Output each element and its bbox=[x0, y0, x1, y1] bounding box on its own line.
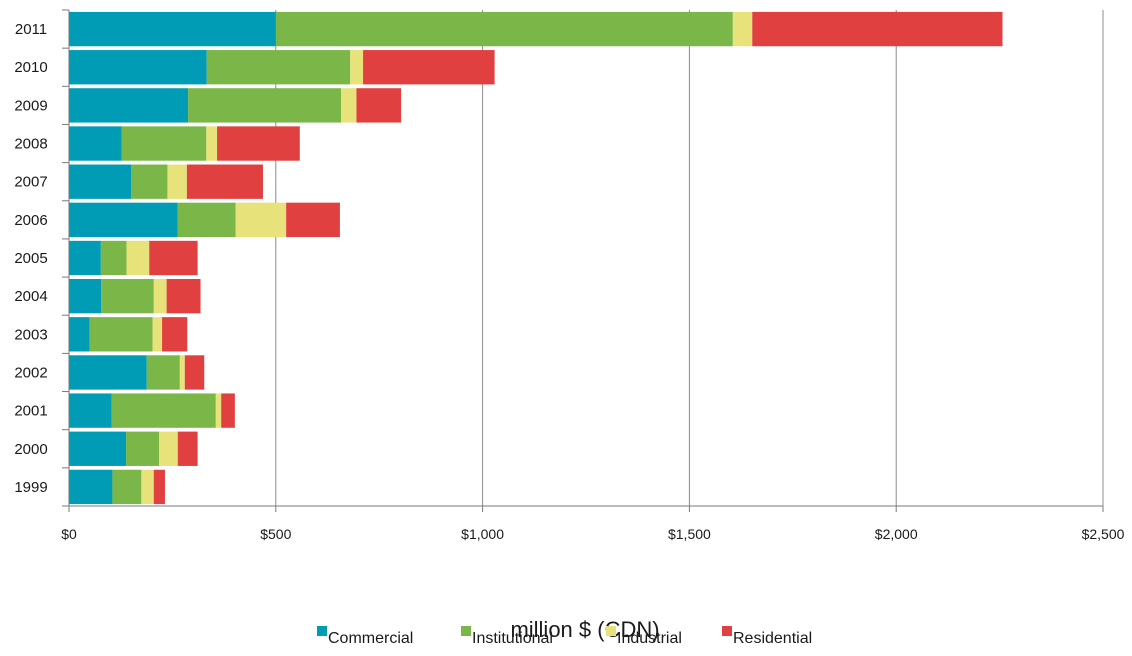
bar-institutional-2002 bbox=[146, 355, 180, 390]
bar-residential-2000 bbox=[177, 431, 198, 466]
bar-residential-2008 bbox=[217, 126, 300, 161]
x-tick-label: $2,000 bbox=[875, 526, 918, 542]
bar-institutional-2004 bbox=[101, 278, 154, 314]
x-tick-label: $0 bbox=[61, 526, 77, 542]
legend-swatch bbox=[722, 626, 732, 636]
legend-label: Institutional bbox=[472, 630, 553, 647]
bar-institutional-2008 bbox=[121, 126, 207, 161]
x-tick-label: $500 bbox=[260, 526, 291, 542]
bar-residential-2004 bbox=[166, 278, 201, 314]
y-tick-label: 2002 bbox=[14, 364, 47, 381]
bar-institutional-2009 bbox=[188, 88, 342, 123]
bar-residential-2010 bbox=[363, 50, 495, 85]
bar-residential-2011 bbox=[752, 11, 1003, 47]
legend-item-institutional: Institutional bbox=[461, 626, 553, 647]
bar-institutional-2005 bbox=[100, 240, 127, 276]
bar-commercial-2001 bbox=[69, 393, 112, 428]
legend-item-residential: Residential bbox=[722, 626, 812, 647]
x-tick-label: $1,500 bbox=[668, 526, 711, 542]
y-tick-label: 2004 bbox=[14, 288, 47, 305]
bar-residential-2007 bbox=[186, 164, 263, 199]
bar-institutional-1999 bbox=[112, 469, 142, 505]
bar-commercial-2010 bbox=[69, 50, 207, 85]
bar-industrial-1999 bbox=[141, 469, 154, 505]
bar-industrial-2009 bbox=[341, 88, 357, 123]
bar-commercial-2003 bbox=[69, 317, 90, 352]
bar-industrial-2000 bbox=[159, 431, 178, 466]
legend-swatch bbox=[606, 626, 616, 636]
x-tick-label: $1,000 bbox=[461, 526, 504, 542]
bar-commercial-2011 bbox=[69, 11, 276, 47]
y-tick-label: 2000 bbox=[14, 441, 47, 458]
bar-residential-1999 bbox=[153, 469, 165, 505]
y-tick-label: 1999 bbox=[14, 479, 47, 496]
bar-industrial-2005 bbox=[126, 240, 150, 276]
bar-residential-2006 bbox=[286, 202, 340, 238]
bars bbox=[69, 11, 1003, 505]
bar-industrial-2010 bbox=[350, 50, 364, 85]
y-tick-label: 2006 bbox=[14, 212, 47, 229]
bar-institutional-2001 bbox=[111, 393, 216, 428]
y-tick-label: 2010 bbox=[14, 59, 47, 76]
bar-industrial-2004 bbox=[153, 278, 167, 314]
bar-commercial-1999 bbox=[69, 469, 113, 505]
bar-residential-2002 bbox=[184, 355, 205, 390]
legend-item-industrial: Industrial bbox=[606, 626, 682, 647]
bar-institutional-2007 bbox=[131, 164, 168, 199]
y-tick-label: 2008 bbox=[14, 136, 47, 153]
bar-commercial-2000 bbox=[69, 431, 127, 466]
bar-commercial-2009 bbox=[69, 88, 189, 123]
bar-residential-2001 bbox=[221, 393, 235, 428]
y-tick-label: 2005 bbox=[14, 250, 47, 267]
bar-institutional-2010 bbox=[206, 50, 351, 85]
bar-institutional-2006 bbox=[177, 202, 236, 238]
legend-swatch bbox=[461, 626, 471, 636]
y-axis: 2011 2010 2009 2008 2007 2006 2005 2004 2003 2002… bbox=[14, 9, 70, 507]
bar-residential-2003 bbox=[162, 317, 188, 352]
bar-commercial-2006 bbox=[69, 202, 178, 238]
y-tick-label: 2003 bbox=[14, 326, 47, 343]
bar-residential-2005 bbox=[149, 240, 198, 276]
y-tick-label: 2007 bbox=[14, 174, 47, 191]
bar-industrial-2002 bbox=[179, 355, 185, 390]
x-tick-label: $2,500 bbox=[1082, 526, 1125, 542]
bar-institutional-2003 bbox=[89, 317, 153, 352]
x-axis-title: million $ (CDN) bbox=[510, 617, 659, 642]
bar-commercial-2008 bbox=[69, 126, 122, 161]
gridlines bbox=[275, 10, 1104, 506]
bar-industrial-2006 bbox=[235, 202, 287, 238]
bar-industrial-2011 bbox=[732, 11, 753, 47]
y-tick-label: 2011 bbox=[15, 21, 47, 38]
bar-institutional-2011 bbox=[275, 11, 733, 47]
bar-commercial-2007 bbox=[69, 164, 132, 199]
legend-swatch bbox=[317, 626, 327, 636]
bar-commercial-2004 bbox=[69, 278, 102, 314]
bar-commercial-2005 bbox=[69, 240, 101, 276]
y-tick-label: 2009 bbox=[14, 97, 47, 114]
bar-industrial-2008 bbox=[206, 126, 218, 161]
legend: Commercial Institutional Industrial Residen… bbox=[317, 626, 812, 647]
y-tick-label: 2001 bbox=[14, 403, 47, 420]
bar-industrial-2001 bbox=[215, 393, 222, 428]
legend-label: Commercial bbox=[328, 630, 413, 647]
x-axis: $0 $500 $1,000 $1,500 $2,000 $2,500 bbox=[61, 505, 1125, 542]
legend-label: Industrial bbox=[617, 630, 682, 647]
bar-industrial-2003 bbox=[152, 317, 163, 352]
bar-commercial-2002 bbox=[69, 355, 147, 390]
bar-residential-2009 bbox=[356, 88, 402, 123]
legend-item-commercial: Commercial bbox=[317, 626, 413, 647]
bar-institutional-2000 bbox=[126, 431, 160, 466]
bar-industrial-2007 bbox=[167, 164, 187, 199]
legend-label: Residential bbox=[733, 630, 812, 647]
